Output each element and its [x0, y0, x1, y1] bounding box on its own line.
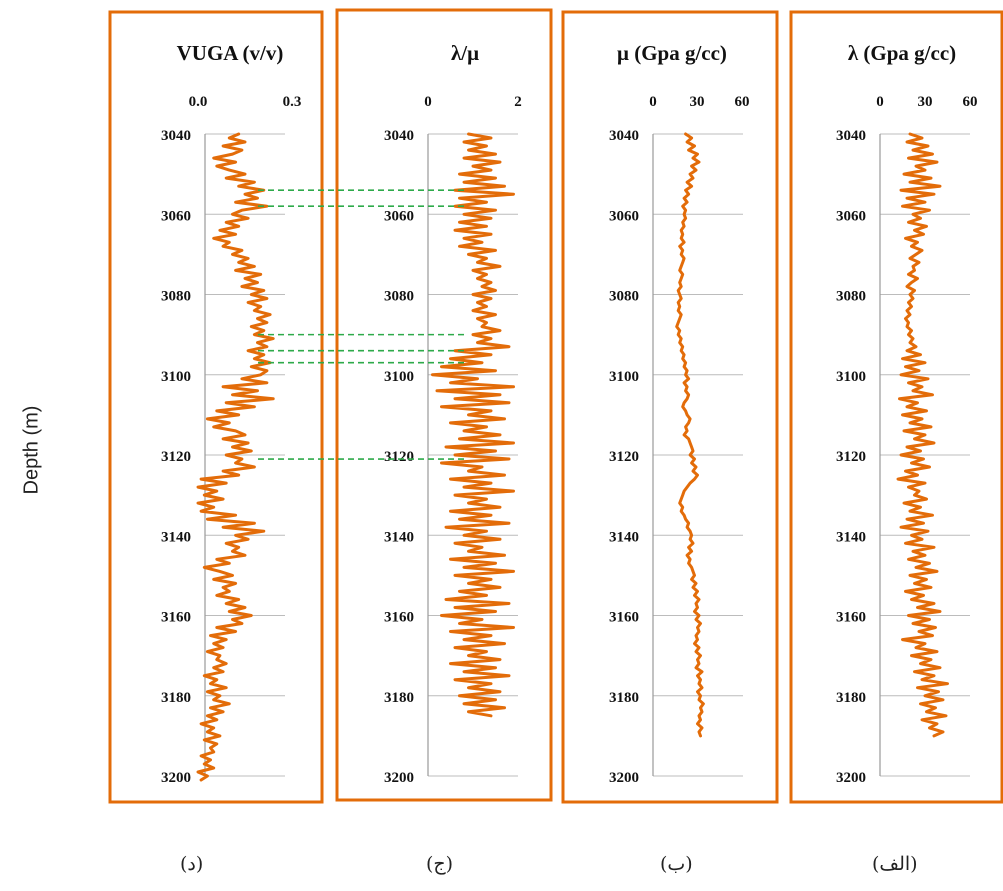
- log-curve: [431, 132, 515, 718]
- depth-axis-label: Depth (m): [20, 405, 43, 495]
- depth-tick-label: 3160: [384, 610, 414, 626]
- depth-tick-label: 3100: [609, 369, 639, 385]
- depth-tick-label: 3060: [161, 208, 191, 224]
- log-curve: [196, 132, 275, 782]
- panel-title: λ (Gpa g/cc): [848, 41, 956, 65]
- panel-frame: [335, 8, 553, 802]
- depth-tick-label: 3100: [384, 369, 414, 385]
- log-panel: λ (Gpa g/cc)3040306030803100312031403160…: [789, 10, 1003, 804]
- x-tick-label: 0: [424, 94, 432, 110]
- depth-tick-label: 3060: [609, 208, 639, 224]
- depth-tick-label: 3040: [836, 128, 866, 144]
- depth-tick-label: 3160: [836, 610, 866, 626]
- depth-tick-label: 3140: [161, 529, 191, 545]
- log-curve: [675, 132, 705, 738]
- panel-caption-d: (د): [180, 853, 204, 875]
- depth-tick-label: 3140: [836, 529, 866, 545]
- panel-caption-b: (ب): [660, 853, 693, 875]
- panel-title: μ (Gpa g/cc): [617, 41, 727, 65]
- panel-caption-alef: (الف): [872, 853, 918, 875]
- x-tick-label: 0.3: [283, 94, 302, 110]
- depth-tick-label: 3040: [609, 128, 639, 144]
- depth-tick-label: 3140: [384, 529, 414, 545]
- depth-tick-label: 3140: [609, 529, 639, 545]
- depth-tick-label: 3080: [609, 289, 639, 305]
- depth-tick-label: 3100: [836, 369, 866, 385]
- depth-tick-label: 3200: [384, 770, 414, 786]
- x-tick-label: 60: [735, 94, 750, 110]
- log-panel: VUGA (v/v) 3040 3060 3080 3100 3120 3140 3160 31…: [108, 10, 324, 804]
- depth-tick-label: 3180: [609, 690, 639, 706]
- depth-tick-label: 3080: [384, 289, 414, 305]
- panel-frame: [108, 10, 324, 804]
- x-tick-label: 0: [876, 94, 884, 110]
- log-panel: μ (Gpa g/cc)3040306030803100312031403160…: [561, 10, 779, 804]
- depth-tick-label: 3200: [161, 770, 191, 786]
- depth-tick-label: 3180: [384, 690, 414, 706]
- log-curve: [896, 132, 949, 738]
- panel-frame: [561, 10, 779, 804]
- depth-tick-label: 3040: [384, 128, 414, 144]
- x-tick-label: 0.0: [189, 94, 208, 110]
- log-panel: λ/μ 3040 3060 3080 3100 3120 3140 3160 3180 3200 0…: [335, 8, 553, 802]
- panel-caption-j: (ج): [426, 853, 454, 875]
- depth-tick-label: 3180: [161, 690, 191, 706]
- depth-tick-label: 3120: [161, 449, 191, 465]
- x-tick-label: 60: [963, 94, 978, 110]
- depth-tick-label: 3060: [836, 208, 866, 224]
- depth-tick-label: 3200: [609, 770, 639, 786]
- depth-tick-label: 3060: [384, 208, 414, 224]
- depth-tick-label: 3120: [836, 449, 866, 465]
- depth-tick-label: 3080: [836, 289, 866, 305]
- x-tick-label: 0: [649, 94, 657, 110]
- depth-tick-label: 3180: [836, 690, 866, 706]
- panel-frame: [789, 10, 1003, 804]
- depth-axis-label-container: Depth (m): [12, 380, 52, 520]
- x-tick-label: 2: [514, 94, 522, 110]
- depth-tick-label: 3120: [384, 449, 414, 465]
- depth-tick-label: 3160: [609, 610, 639, 626]
- depth-tick-label: 3200: [836, 770, 866, 786]
- depth-tick-label: 3080: [161, 289, 191, 305]
- depth-tick-label: 3160: [161, 610, 191, 626]
- panel-title: λ/μ: [451, 41, 479, 65]
- depth-tick-label: 3100: [161, 369, 191, 385]
- panel-title: VUGA (v/v): [177, 41, 284, 65]
- depth-tick-label: 3040: [161, 128, 191, 144]
- depth-tick-label: 3120: [609, 449, 639, 465]
- x-tick-label: 30: [918, 94, 933, 110]
- x-tick-label: 30: [690, 94, 705, 110]
